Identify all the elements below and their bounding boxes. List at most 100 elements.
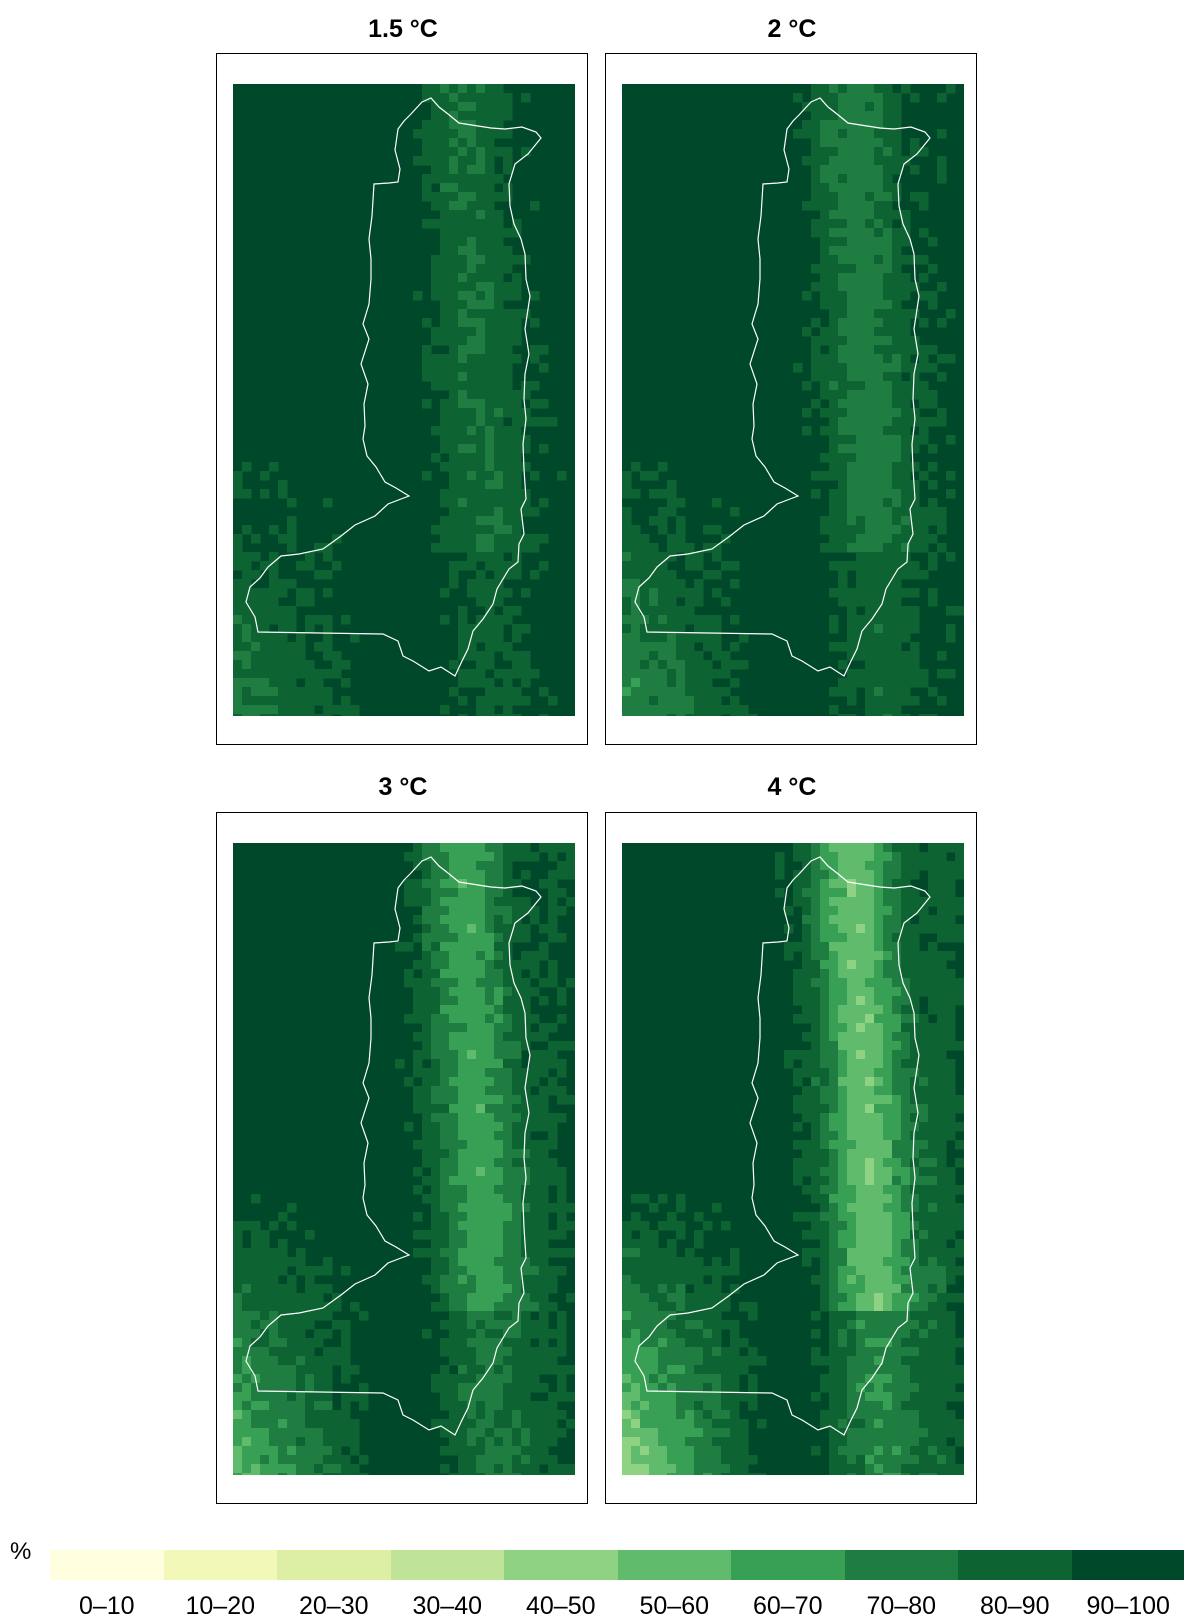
raster-cell [640, 471, 650, 481]
raster-cell [901, 273, 911, 283]
raster-cell [955, 870, 964, 880]
raster-cell [640, 1446, 650, 1456]
raster-cell [631, 624, 641, 634]
raster-cell [667, 1428, 677, 1438]
raster-cell [721, 1392, 731, 1402]
raster-cell [856, 84, 866, 94]
raster-cell [874, 552, 884, 562]
raster-cell [874, 1257, 884, 1267]
raster-cell [332, 1455, 342, 1465]
raster-cell [856, 870, 866, 880]
raster-cell [856, 1176, 866, 1186]
raster-cell [856, 969, 866, 979]
raster-cell [847, 714, 857, 716]
raster-cell [233, 1455, 243, 1465]
raster-cell [685, 633, 695, 643]
raster-cell [658, 1446, 668, 1456]
raster-cell [811, 111, 821, 121]
raster-cell [901, 1077, 911, 1087]
raster-cell [937, 960, 947, 970]
raster-cell [820, 390, 830, 400]
raster-cell [847, 1293, 857, 1303]
raster-cell [919, 987, 929, 997]
raster-cell [847, 399, 857, 409]
raster-cell [847, 1140, 857, 1150]
raster-cell [521, 1221, 531, 1231]
raster-cell [955, 987, 964, 997]
raster-cell [557, 1086, 567, 1096]
raster-cell [305, 705, 315, 715]
raster-cell [883, 1338, 893, 1348]
raster-cell [847, 273, 857, 283]
raster-cell [658, 1338, 668, 1348]
raster-cell [476, 1212, 486, 1222]
raster-cell [667, 579, 677, 589]
raster-cell [847, 192, 857, 202]
raster-cell [739, 1446, 749, 1456]
raster-cell [856, 588, 866, 598]
raster-cell [802, 915, 812, 925]
raster-cell [622, 1410, 632, 1420]
raster-cell [622, 1230, 632, 1240]
raster-cell [856, 1338, 866, 1348]
raster-cell [811, 201, 821, 211]
raster-cell [685, 1464, 695, 1474]
raster-cell [910, 1212, 920, 1222]
raster-cell [467, 861, 477, 871]
raster-cell [820, 237, 830, 247]
raster-cell [829, 399, 839, 409]
raster-cell [539, 1221, 549, 1231]
raster-cell [566, 870, 575, 880]
raster-cell [548, 1023, 558, 1033]
raster-cell [494, 1347, 504, 1357]
raster-cell [631, 1257, 641, 1267]
raster-cell [440, 381, 450, 391]
raster-cell [748, 1401, 758, 1411]
raster-cell [431, 1248, 441, 1258]
raster-cell [829, 390, 839, 400]
raster-cell [503, 951, 513, 961]
raster-cell [622, 660, 632, 670]
raster-cell [431, 219, 441, 229]
raster-cell [431, 327, 441, 337]
raster-cell [667, 1455, 677, 1465]
raster-cell [242, 561, 252, 571]
raster-cell [847, 924, 857, 934]
raster-cell [494, 1140, 504, 1150]
raster-cell [865, 705, 875, 715]
raster-cell [622, 534, 632, 544]
raster-cell [856, 138, 866, 148]
raster-cell [667, 678, 677, 688]
raster-cell [287, 1374, 297, 1384]
raster-cell [838, 1167, 848, 1177]
raster-cell [829, 1212, 839, 1222]
raster-cell [503, 1167, 513, 1177]
raster-cell [640, 1347, 650, 1357]
raster-cell [449, 1131, 459, 1141]
raster-cell [467, 129, 477, 139]
raster-cell [296, 1446, 306, 1456]
raster-cell [503, 507, 513, 517]
raster-cell [287, 1392, 297, 1402]
raster-cell [820, 1131, 830, 1141]
raster-cell [449, 1005, 459, 1015]
raster-cell [431, 138, 441, 148]
raster-cell [467, 1455, 477, 1465]
raster-cell [622, 543, 632, 553]
raster-cell [874, 93, 884, 103]
raster-cell [658, 1311, 668, 1321]
raster-cell [476, 1140, 486, 1150]
raster-cell [476, 426, 486, 436]
raster-cell [937, 318, 947, 328]
raster-cell [667, 543, 677, 553]
raster-cell [242, 579, 252, 589]
raster-cell [910, 678, 920, 688]
raster-cell [847, 870, 857, 880]
raster-cell [658, 1257, 668, 1267]
raster-cell [622, 1419, 632, 1429]
raster-cell [422, 1050, 432, 1060]
raster-cell [802, 924, 812, 934]
raster-cell [503, 282, 513, 292]
raster-cell [892, 1455, 902, 1465]
raster-cell [503, 606, 513, 616]
